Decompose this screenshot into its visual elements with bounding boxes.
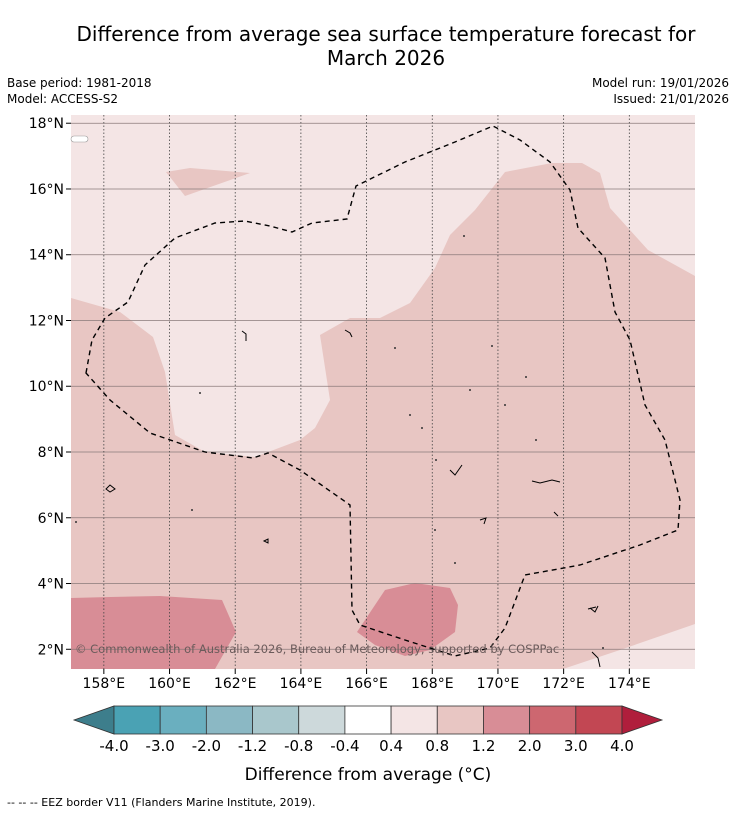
lat-tick-label: 16°N (29, 182, 64, 198)
lon-tick-label: 174°E (608, 676, 651, 692)
island-outline (591, 651, 601, 668)
colorbar-tick-label: 1.2 (472, 737, 496, 755)
lat-tick-label: 10°N (29, 379, 64, 395)
issued-date: Issued: 21/01/2026 (613, 92, 729, 106)
island-outline (479, 517, 487, 525)
colorbar-swatch (575, 705, 623, 735)
lat-tick-label: 4°N (38, 577, 64, 593)
atoll-dot (394, 347, 396, 349)
colorbar-tick-label: -0.8 (284, 737, 313, 755)
colorbar-swatch (298, 705, 346, 735)
colorbar-swatch (113, 705, 161, 735)
colorbar-tick-label: -0.4 (330, 737, 359, 755)
small-patch-top-left (70, 135, 89, 143)
lat-tick-label: 18°N (29, 116, 64, 132)
atoll-dot (434, 529, 436, 531)
colorbar-swatch (252, 705, 300, 735)
lon-tick-label: 172°E (542, 676, 585, 692)
atoll-dot (435, 459, 437, 461)
colorbar: -4.0 -3.0 -2.0 -1.2 -0.8 -0.4 0.4 0.8 1.2 2.0 3.0 4… (72, 705, 664, 755)
anomaly-region-0.8-1.2 (71, 163, 695, 669)
atoll-dot (409, 414, 411, 416)
atoll-dot (191, 509, 193, 511)
lon-tick-label: 160°E (148, 676, 191, 692)
colorbar-swatch (205, 705, 253, 735)
colorbar-tick-label: 2.0 (518, 737, 542, 755)
atoll-dot (525, 376, 527, 378)
meta-left: Base period: 1981-2018 Model: ACCESS-S2 (7, 75, 152, 107)
atoll-dots (75, 235, 604, 649)
atoll-dot (463, 235, 465, 237)
colorbar-tick-label: 0.4 (379, 737, 403, 755)
lat-tick-label: 6°N (38, 511, 64, 527)
model-run: Model run: 19/01/2026 (591, 76, 729, 90)
lat-tick-label: 2°N (38, 642, 64, 658)
colorbar-swatch (344, 705, 392, 735)
colorbar-swatch (390, 705, 438, 735)
copyright-notice: © Commonwealth of Australia 2026, Bureau… (75, 642, 559, 656)
colorbar-tick-label: -1.2 (238, 737, 267, 755)
lat-tick-label: 14°N (29, 248, 64, 264)
island-outline (344, 329, 353, 338)
colorbar-extend-low (72, 705, 115, 735)
island-outline (241, 330, 247, 341)
lon-tick-label: 170°E (477, 676, 520, 692)
island-outline (105, 484, 116, 493)
island-outline (262, 538, 269, 544)
island-outline (553, 511, 559, 517)
atoll-dot (421, 427, 423, 429)
colorbar-swatch (483, 705, 531, 735)
title-line-2: March 2026 (326, 46, 446, 70)
colorbar-swatch (529, 705, 577, 735)
map-panel (70, 115, 695, 669)
island-outline (589, 605, 599, 613)
latitude-axis: 18°N 16°N 14°N 12°N 10°N 8°N 6°N 4°N 2°N (29, 116, 71, 658)
atoll-dot (75, 521, 77, 523)
colorbar-label: Difference from average (°C) (245, 765, 492, 785)
base-period: Base period: 1981-2018 (7, 76, 152, 90)
lon-tick-label: 164°E (280, 676, 323, 692)
atoll-dot (504, 404, 506, 406)
meta-right: Model run: 19/01/2026 Issued: 21/01/2026 (592, 75, 729, 107)
map-title: Difference from average sea surface temp… (40, 22, 732, 70)
colorbar-swatch (436, 705, 484, 735)
eez-border (85, 125, 681, 657)
title-line-1: Difference from average sea surface temp… (76, 22, 696, 46)
atoll-dot (454, 562, 456, 564)
lat-tick-label: 12°N (29, 313, 64, 329)
islands (105, 329, 601, 668)
colorbar-swatch (159, 705, 207, 735)
model-name: Model: ACCESS-S2 (7, 92, 119, 106)
anomaly-region-1.2-2.0-west (71, 596, 236, 669)
atoll-dot (199, 392, 201, 394)
gridlines (71, 115, 695, 669)
atoll-dot (469, 389, 471, 391)
eez-legend: -- -- -- EEZ border V11 (Flanders Marine… (7, 796, 316, 809)
lon-tick-label: 162°E (214, 676, 257, 692)
lon-tick-label: 158°E (83, 676, 126, 692)
colorbar-tick-label: 0.8 (425, 737, 449, 755)
lon-tick-label: 166°E (345, 676, 388, 692)
colorbar-tick-label: -3.0 (146, 737, 175, 755)
atoll-dot (602, 647, 604, 649)
lat-tick-label: 8°N (38, 445, 64, 461)
colorbar-label-text: Difference from average (°C) (245, 765, 492, 785)
colorbar-tick-label: -2.0 (192, 737, 221, 755)
island-outline (449, 464, 463, 476)
atoll-dot (535, 439, 537, 441)
colorbar-tick-label: 3.0 (564, 737, 588, 755)
longitude-axis: 158°E 160°E 162°E 164°E 166°E 168°E 170°E 172°E… (83, 669, 651, 692)
colorbar-tick-label: -4.0 (99, 737, 128, 755)
atoll-dot (491, 345, 493, 347)
colorbar-tick-label: 4.0 (610, 737, 634, 755)
colorbar-extend-high (621, 705, 664, 735)
island-outline (587, 606, 597, 610)
anomaly-region-1.2-2.0-central (357, 583, 458, 656)
lon-tick-label: 168°E (411, 676, 454, 692)
island-outline (531, 479, 561, 484)
